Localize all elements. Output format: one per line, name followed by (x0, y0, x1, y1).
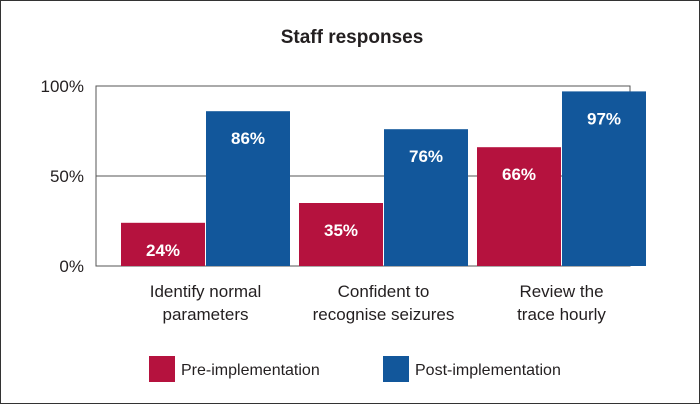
y-tick-label: 100% (41, 77, 84, 96)
legend-label: Pre-implementation (181, 362, 320, 379)
legend-label: Post-implementation (415, 362, 561, 379)
plot-area: 0% 50% 100% 24% 86% Identify normal parameters… (41, 77, 646, 324)
data-label: 35% (324, 221, 358, 240)
legend-swatch-pre (149, 356, 175, 382)
chart-title: Staff responses (281, 27, 424, 48)
legend: Pre-implementation Post-implementation (149, 356, 561, 382)
data-label: 97% (587, 109, 621, 128)
category-label: Confident to (338, 282, 430, 301)
y-tick-label: 0% (59, 257, 84, 276)
bar-post (562, 91, 646, 267)
category-label: Review the (519, 282, 603, 301)
data-label: 86% (231, 129, 265, 148)
data-label: 24% (146, 241, 180, 260)
category-label: Identify normal (150, 282, 262, 301)
category-label: parameters (163, 305, 249, 324)
bar-post (384, 129, 468, 266)
bar-pre (477, 147, 561, 266)
category-label: trace hourly (517, 305, 606, 324)
bar-pre (121, 222, 205, 266)
legend-swatch-post (383, 356, 409, 382)
category-label: recognise seizures (313, 305, 455, 324)
data-label: 76% (409, 147, 443, 166)
data-label: 66% (502, 165, 536, 184)
bar-pre (299, 203, 383, 266)
bar-post (206, 111, 290, 266)
y-tick-label: 50% (50, 167, 84, 186)
